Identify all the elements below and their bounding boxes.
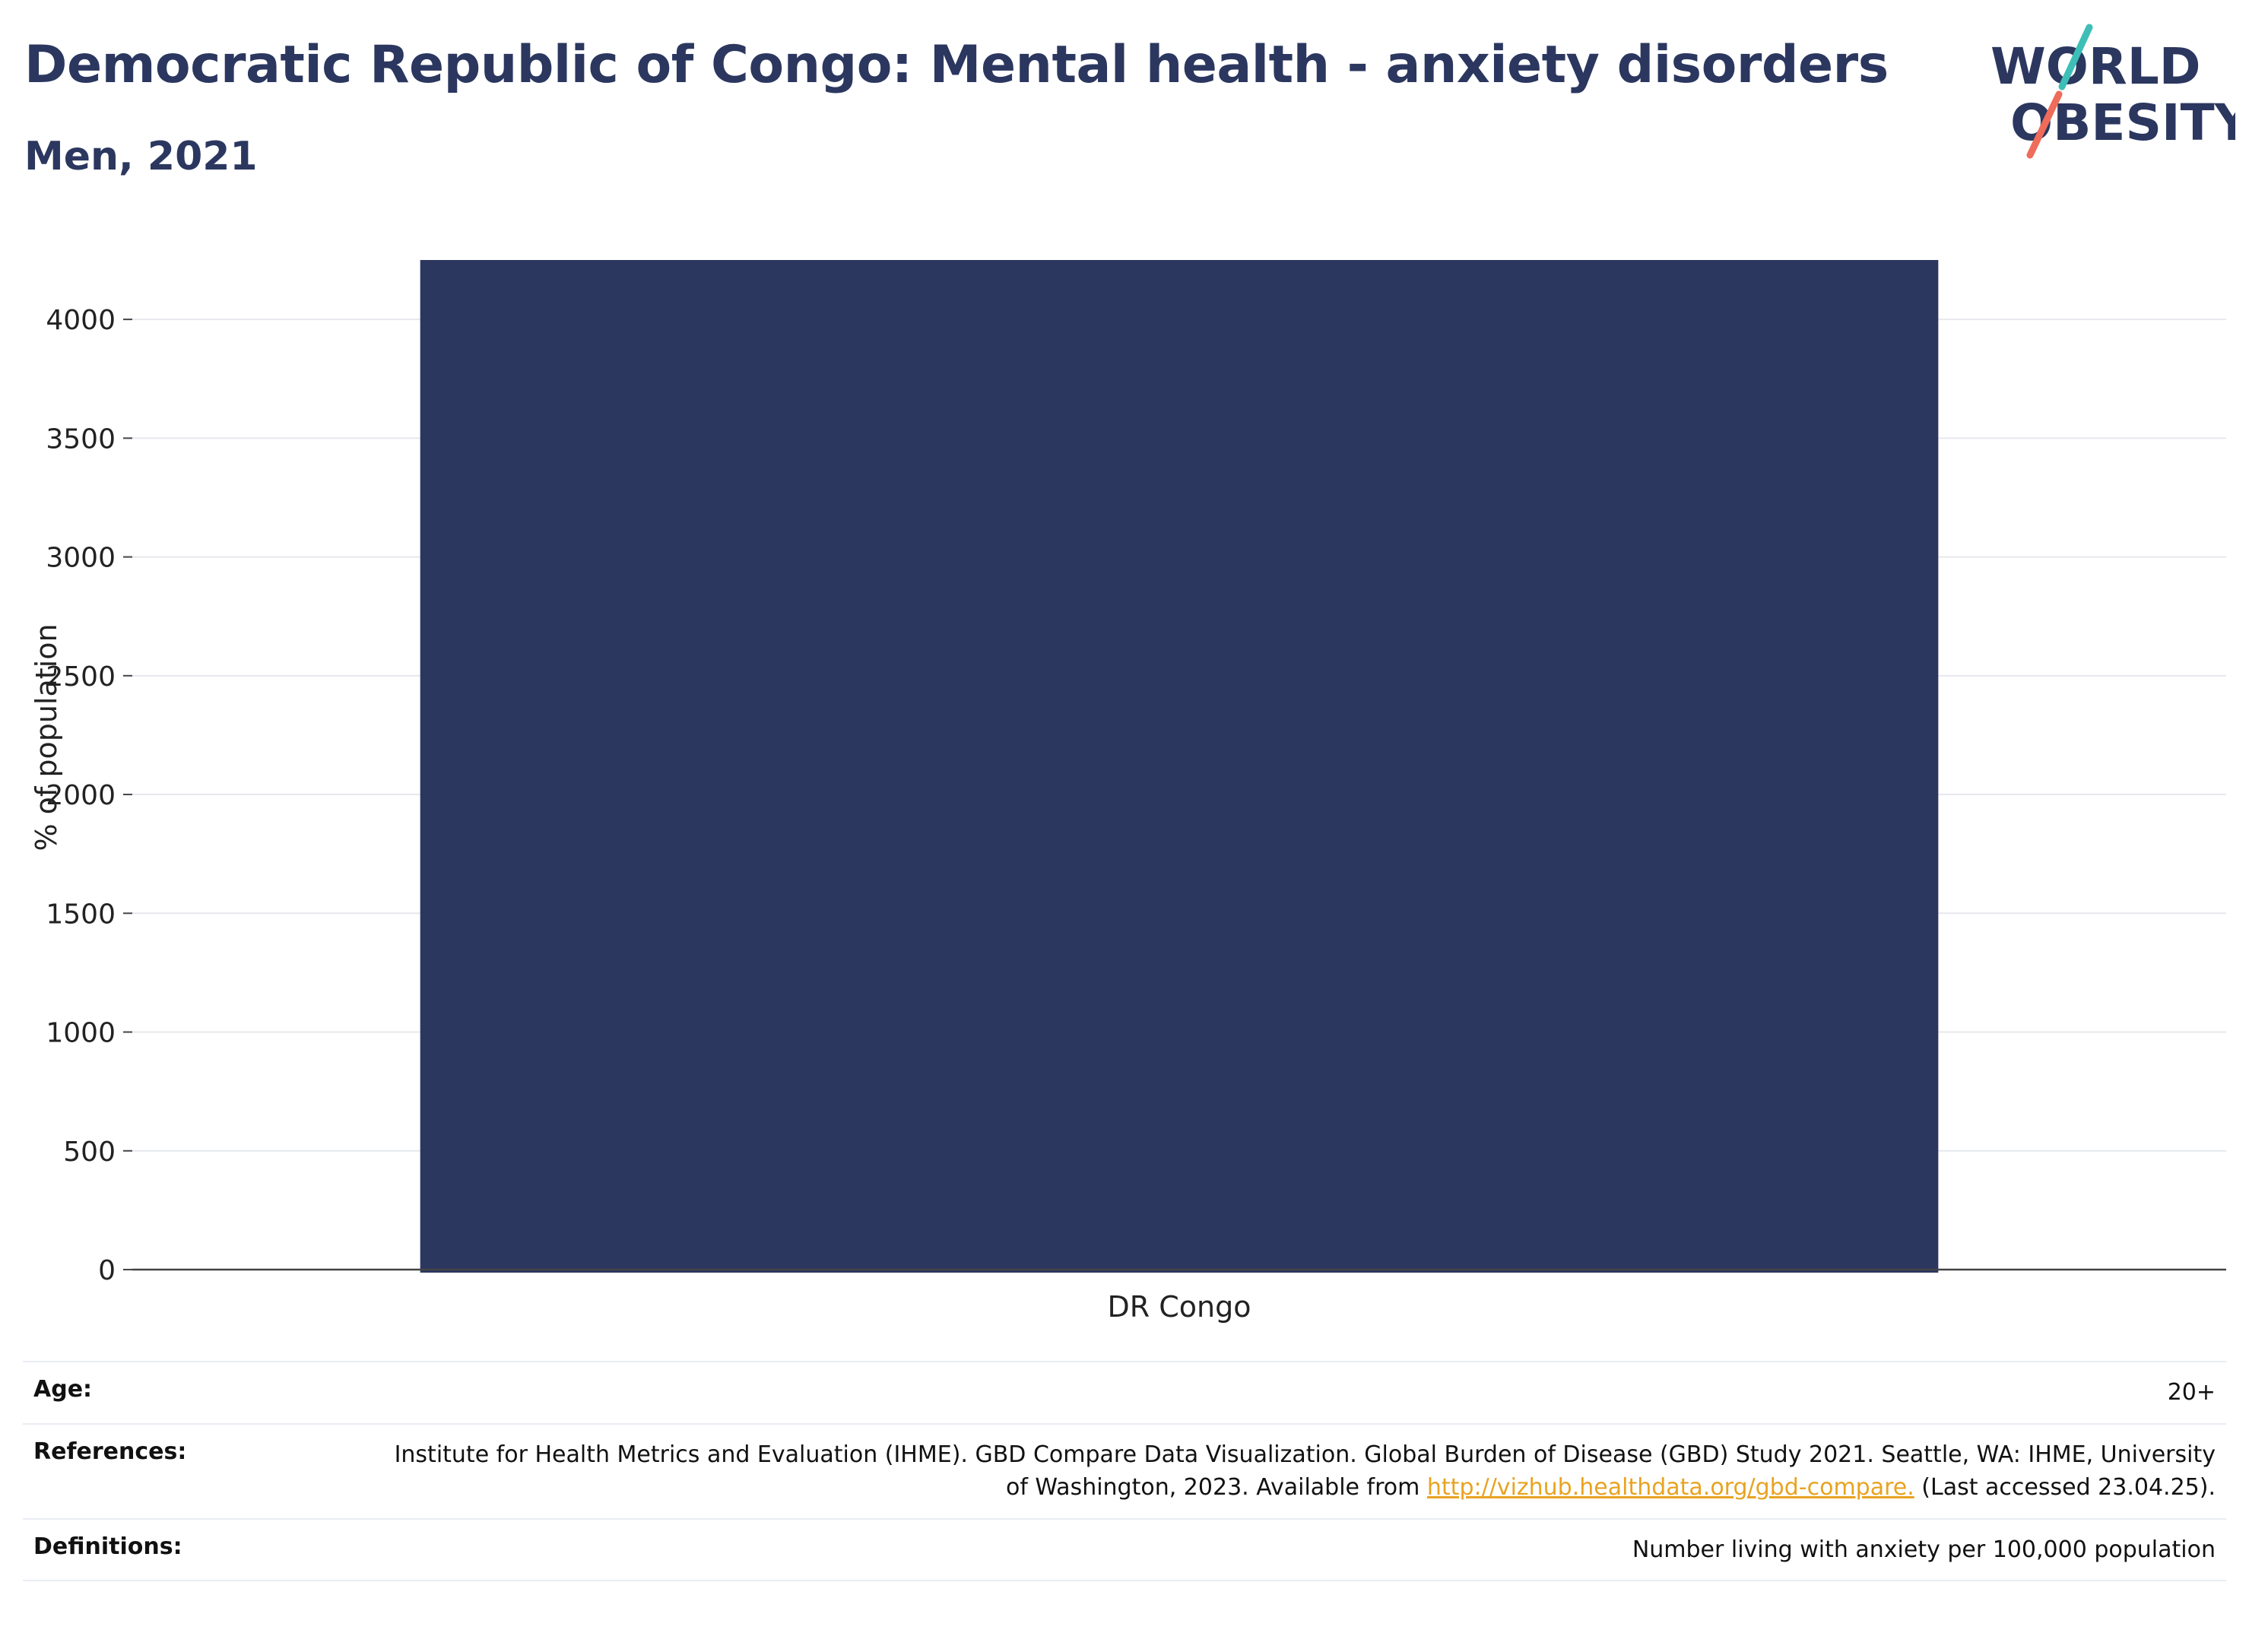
bar-chart: 0 500 1000 1500 2000 2500 3000 3500 4000 DR Congo… (30, 260, 2226, 1324)
references-value: Institute for Health Metrics and Evaluat… (363, 1424, 2226, 1519)
info-row-definitions: Definitions: Number living with anxiety … (23, 1518, 2226, 1581)
age-value: 20+ (2167, 1379, 2216, 1406)
y-axis-label: % of population (30, 623, 63, 851)
y-tick-label: 0 (98, 1255, 116, 1286)
bar-dr-congo (420, 260, 1939, 1273)
definitions-value: Number living with anxiety per 100,000 p… (1632, 1536, 2216, 1563)
info-row-age: Age: 20+ (23, 1362, 2226, 1424)
y-tick-label: 1000 (46, 1018, 116, 1049)
logo-slash-bottom (2026, 90, 2063, 159)
world-obesity-logo: WORLD OBESITY (1990, 24, 2235, 159)
info-row-references: References: Institute for Health Metrics… (23, 1423, 2226, 1519)
references-link[interactable]: http://vizhub.healthdata.org/gbd-compare… (1426, 1474, 1914, 1501)
y-tick-label: 4000 (46, 305, 116, 336)
y-tick-label: 3500 (46, 423, 116, 455)
y-tick-label: 1500 (46, 899, 116, 930)
age-label: Age: (33, 1376, 93, 1403)
x-tick-label: DR Congo (1108, 1290, 1251, 1324)
axes: 0 500 1000 1500 2000 2500 3000 3500 4000 DR Congo (46, 305, 2226, 1324)
references-text: Institute for Health Metrics and Evaluat… (394, 1441, 2216, 1501)
definitions-label: Definitions: (33, 1533, 182, 1560)
chart-subtitle: Men, 2021 (24, 134, 258, 179)
y-tick-label: 2500 (46, 661, 116, 693)
logo-slash-top (2058, 24, 2093, 90)
logo-text-world: WORLD (1990, 37, 2201, 96)
info-table: Age: 20+ References: Institute for Healt… (23, 1361, 2226, 1581)
references-text-end: (Last accessed 23.04.25). (1914, 1474, 2216, 1501)
y-tick-label: 2000 (46, 780, 116, 811)
bars (420, 260, 1939, 1273)
y-tick-label: 500 (63, 1137, 116, 1168)
chart-title: Democratic Republic of Congo: Mental hea… (24, 35, 1889, 95)
y-tick-label: 3000 (46, 543, 116, 574)
references-label: References: (33, 1438, 187, 1465)
